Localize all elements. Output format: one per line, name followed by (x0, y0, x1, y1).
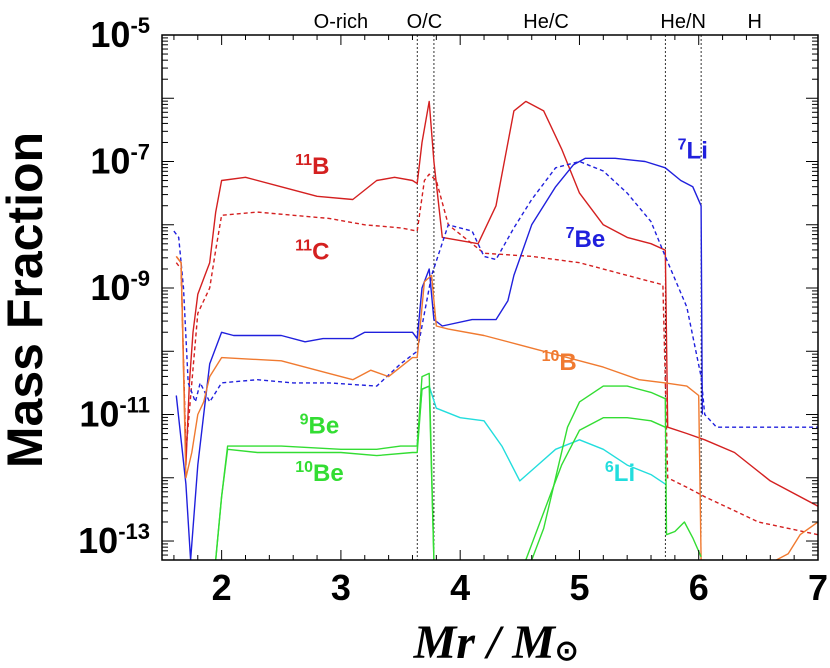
x-tick-label: 6 (689, 567, 709, 608)
series-line-10Be_he (525, 417, 666, 560)
y-tick-label: 10-7 (90, 140, 150, 182)
y-tick-base: 10 (78, 520, 118, 561)
y-tick-base: 10 (90, 141, 130, 182)
series-label-10Be: 10Be (295, 459, 343, 487)
mass-number: 11 (295, 152, 312, 169)
axes (161, 34, 819, 561)
series-label-9Be: 9Be (300, 411, 340, 439)
y-tick-label: 10-13 (78, 519, 150, 561)
mass-number: 7 (566, 225, 575, 242)
y-tick-label: 10-5 (90, 13, 150, 55)
series-label-7Li: 7Li (678, 136, 708, 164)
element-symbol: Be (575, 226, 606, 253)
mass-number: 7 (678, 136, 687, 153)
series-line-7Li (175, 157, 703, 560)
series-line-11C (175, 173, 818, 536)
series-line-7Be (173, 160, 818, 428)
element-symbol: B (312, 153, 329, 180)
x-tick-label: 4 (450, 567, 470, 608)
series-label-10B: 10B (542, 348, 577, 376)
y-tick-label: 10-9 (90, 266, 150, 308)
series-line-10Be (215, 385, 435, 560)
mass-number: 6 (605, 459, 614, 476)
y-axis-label: Mass Fraction (0, 132, 53, 468)
mass-number: 9 (300, 411, 309, 428)
solar-symbol: ⊙ (555, 636, 578, 667)
x-tick-label: 7 (808, 567, 828, 608)
x-tick-label: 2 (212, 567, 232, 608)
region-label: He/C (523, 11, 569, 33)
y-tick-base: 10 (90, 267, 130, 308)
series-label-11C: 11C (295, 238, 329, 266)
y-tick-exponent: -9 (130, 266, 150, 291)
plot-frame (161, 34, 819, 561)
x-tick-label: 3 (331, 567, 351, 608)
x-axis-label-text: Mr / M (413, 616, 558, 668)
element-symbol: Be (309, 412, 340, 439)
y-tick-base: 10 (79, 394, 119, 435)
y-tick-exponent: -11 (119, 393, 150, 418)
element-symbol: Li (687, 137, 708, 164)
series-line-10B (175, 255, 818, 560)
region-label: H (748, 11, 762, 33)
region-label: O/C (407, 11, 443, 33)
element-symbol: Be (313, 460, 344, 487)
series-line-6Li (416, 385, 666, 485)
series-line-11B (175, 100, 818, 507)
region-labels: O-rich O/C He/C He/N H (314, 11, 762, 33)
x-axis-label: Mr / M⊙ (413, 616, 579, 668)
region-label: O-rich (314, 11, 368, 33)
series-label-7Be: 7Be (566, 225, 606, 253)
y-tick-exponent: -7 (130, 140, 150, 165)
y-tick-base: 10 (90, 14, 130, 55)
series-label-6Li: 6Li (605, 459, 635, 487)
region-label: He/N (660, 11, 706, 33)
element-symbol: B (559, 349, 576, 376)
x-tick-labels: 2 3 4 5 6 7 (212, 567, 828, 608)
mass-number: 10 (295, 459, 313, 476)
element-symbol: C (312, 239, 329, 266)
mass-number: 11 (295, 238, 312, 255)
y-tick-label: 10-11 (79, 393, 150, 435)
y-tick-exponent: -5 (130, 13, 150, 38)
series-line-9Be_he (531, 385, 702, 560)
y-tick-exponent: -13 (118, 519, 150, 544)
mass-number: 10 (542, 348, 560, 365)
zone-boundaries (416, 35, 702, 560)
series-label-11B: 11B (295, 152, 329, 180)
series-layer (173, 100, 818, 560)
element-symbol: Li (614, 460, 635, 487)
x-tick-label: 5 (569, 567, 589, 608)
